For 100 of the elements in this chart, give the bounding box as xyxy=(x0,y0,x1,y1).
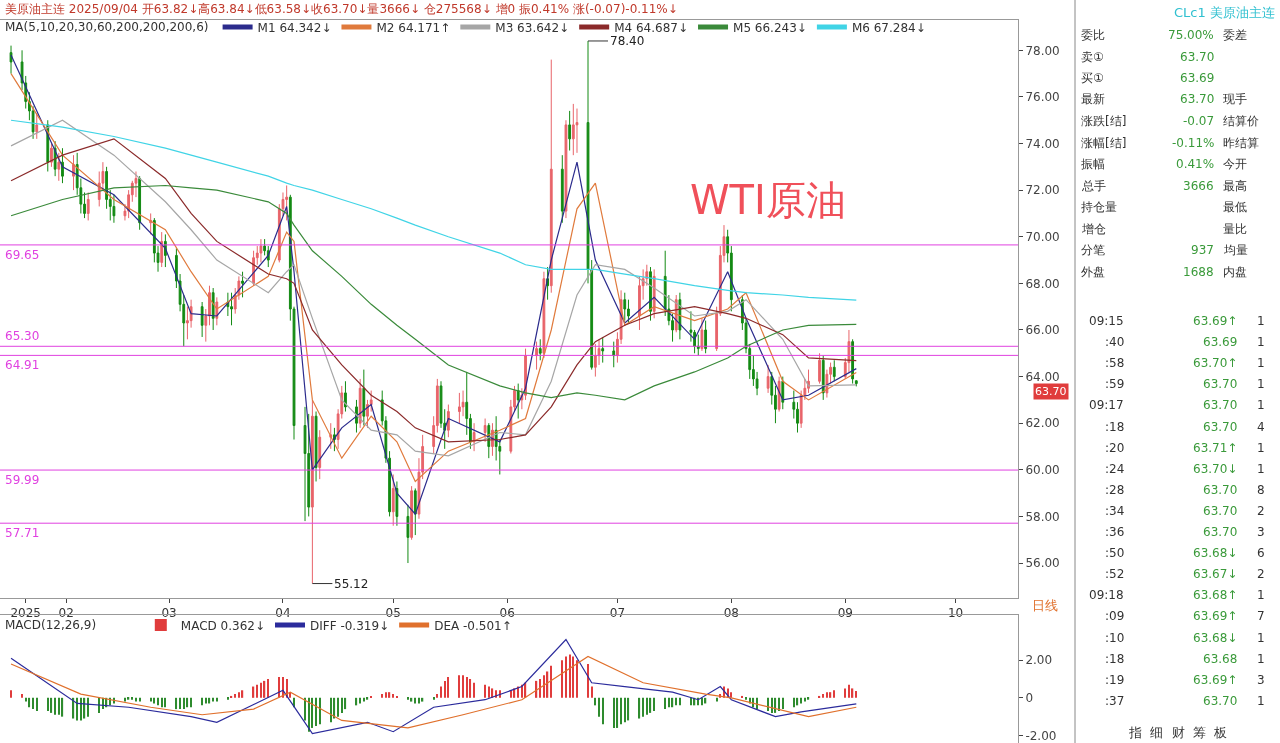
candlestick xyxy=(623,292,627,322)
legend-label: M5 66.243↓ xyxy=(733,20,807,35)
candlestick xyxy=(593,343,597,378)
bar xyxy=(124,697,126,702)
text: 委比 xyxy=(1081,28,1105,42)
bar xyxy=(127,697,130,700)
text: :50 xyxy=(1105,546,1125,560)
text: 6 xyxy=(1257,546,1265,560)
text: 09:17 xyxy=(1089,398,1124,412)
bar xyxy=(591,686,593,698)
bar xyxy=(28,697,31,708)
text: 63.68 xyxy=(1203,652,1238,666)
text: 1 xyxy=(1257,314,1265,328)
bar xyxy=(569,654,571,698)
bar xyxy=(602,697,604,725)
candlestick xyxy=(241,271,244,298)
bar xyxy=(186,697,189,708)
text: 1688 xyxy=(1183,265,1214,279)
bar xyxy=(392,694,394,698)
text: 63.70 xyxy=(1203,525,1238,539)
text: 最高 xyxy=(1223,179,1247,193)
bar xyxy=(565,656,567,698)
bar xyxy=(179,697,181,710)
bar xyxy=(363,697,365,702)
bar xyxy=(664,697,666,710)
candlestick xyxy=(696,334,700,357)
bar xyxy=(653,697,655,711)
candlestick xyxy=(472,422,476,452)
bar xyxy=(341,697,343,713)
y-tick-label: 56.00 xyxy=(1025,556,1060,571)
chart-subtitle: MA(5,10,20,30,60,200,200,200,6) xyxy=(5,20,209,34)
text: 买① xyxy=(1081,71,1104,85)
bar xyxy=(388,692,391,698)
bar xyxy=(793,697,795,708)
bar xyxy=(466,677,468,698)
bar xyxy=(690,697,692,706)
text: 63.68↓ xyxy=(1193,546,1238,560)
bar xyxy=(359,697,361,704)
bar xyxy=(649,697,652,713)
bar xyxy=(131,697,133,700)
bar xyxy=(54,697,56,715)
text: 63.70 xyxy=(1180,50,1215,64)
bar xyxy=(675,697,677,706)
text: 1 xyxy=(1257,377,1265,391)
candlestick xyxy=(483,418,487,443)
bar xyxy=(164,697,167,708)
bar xyxy=(381,694,383,698)
text: :59 xyxy=(1105,377,1125,391)
annotation: 55.12 xyxy=(334,577,369,591)
text: 63.68↑ xyxy=(1193,588,1238,602)
bar xyxy=(440,686,442,698)
bar xyxy=(61,697,64,717)
bar xyxy=(462,675,464,698)
legend-label: MACD 0.362↓ xyxy=(180,618,265,633)
bar xyxy=(561,660,563,698)
bar xyxy=(183,697,185,710)
text: 63.70 xyxy=(1203,504,1238,518)
text: 63.68↓ xyxy=(1193,631,1238,645)
text: :34 xyxy=(1105,504,1125,518)
bar xyxy=(543,675,545,698)
text: 0.41% xyxy=(1176,157,1215,171)
candlestick xyxy=(318,429,322,480)
text: 63.70↑ xyxy=(1193,356,1238,370)
text: 1 xyxy=(1257,441,1265,455)
text: 量比 xyxy=(1223,222,1247,236)
bar xyxy=(833,690,835,698)
bar xyxy=(190,697,192,708)
candlestick xyxy=(391,473,395,527)
bar xyxy=(212,697,214,702)
text: 最新 xyxy=(1081,92,1105,106)
candlestick xyxy=(57,152,61,182)
candlestick xyxy=(535,341,538,371)
text: 1 xyxy=(1257,356,1265,370)
candlestick xyxy=(601,336,605,364)
y-tick-label: 78.00 xyxy=(1025,43,1060,58)
candlestick xyxy=(395,480,399,527)
legend-label: M4 64.687↓ xyxy=(614,20,689,35)
bar xyxy=(668,697,670,708)
y-tick-label: 62.00 xyxy=(1025,416,1060,431)
bar xyxy=(771,697,773,713)
candlestick xyxy=(406,504,410,564)
candlestick xyxy=(138,175,142,231)
bar xyxy=(366,697,369,700)
bar xyxy=(642,697,644,717)
text: 63.69 xyxy=(1180,71,1215,85)
text: 937 xyxy=(1191,243,1214,257)
bar xyxy=(613,697,615,728)
chart-title: 美原油主连 2025/09/04 开63.82↓高63.84↓低63.58↓收63.70↓量3666↓ 仓275568↓ 增0 振0.41% 涨(-0.07)-0.11%↓ xyxy=(5,2,678,16)
legend-label: M3 63.642↓ xyxy=(495,20,570,35)
y-tick-label: 66.00 xyxy=(1025,323,1060,338)
bar xyxy=(782,697,784,710)
text: 63.70↓ xyxy=(1193,462,1238,476)
bar xyxy=(311,697,314,728)
candlestick xyxy=(149,212,153,235)
text: 63.71↑ xyxy=(1193,441,1238,455)
text: 均量 xyxy=(1223,243,1248,257)
candlestick xyxy=(821,355,825,401)
bar xyxy=(774,697,777,713)
candlestick xyxy=(230,292,233,326)
candlestick xyxy=(50,143,53,168)
